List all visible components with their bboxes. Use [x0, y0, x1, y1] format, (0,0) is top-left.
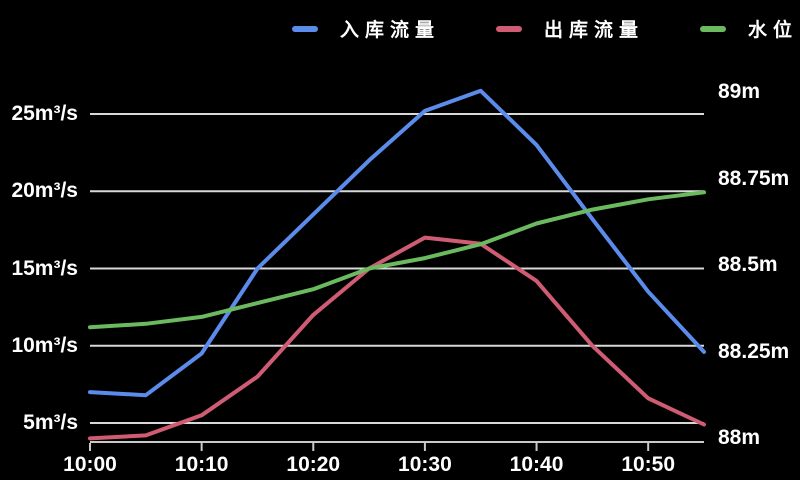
series-line-inflow — [88, 88, 706, 398]
x-axis-label: 10:40 — [509, 453, 564, 476]
left-axis-label: 10m³/s — [11, 333, 78, 357]
left-axis-label: 20m³/s — [11, 179, 78, 203]
right-axis-label: 88m — [718, 426, 761, 449]
legend-label-outflow: 出库流量 — [543, 20, 644, 41]
legend-label-inflow: 入库流量 — [339, 20, 440, 41]
x-axis-label: 10:30 — [398, 453, 452, 476]
legend-marker-water_level — [699, 25, 726, 32]
x-axis-label: 10:50 — [621, 453, 676, 476]
series-line-outflow — [88, 235, 706, 441]
right-axis-label: 88.25m — [718, 339, 790, 363]
left-axis-label: 5m³/s — [23, 411, 78, 434]
x-axis-label: 10:20 — [286, 453, 341, 476]
series-line-water_level — [88, 190, 706, 330]
left-axis-label: 25m³/s — [11, 102, 78, 125]
legend-label-water_level: 水位 — [747, 20, 798, 41]
x-axis-label: 10:10 — [174, 453, 229, 476]
legend-marker-outflow — [495, 25, 522, 32]
left-axis-label: 15m³/s — [11, 256, 78, 280]
legend-item-outflow[interactable]: 出库流量 — [495, 15, 644, 42]
legend: 入库流量 出库流量 水位 — [291, 15, 798, 42]
right-axis-label: 88.5m — [718, 253, 778, 276]
legend-item-water_level[interactable]: 水位 — [699, 15, 798, 42]
legend-marker-inflow — [291, 25, 318, 32]
x-axis-label: 10:00 — [63, 453, 117, 476]
legend-item-inflow[interactable]: 入库流量 — [291, 15, 440, 42]
right-axis-label: 88.75m — [718, 166, 790, 190]
right-axis-label: 89m — [718, 80, 761, 103]
